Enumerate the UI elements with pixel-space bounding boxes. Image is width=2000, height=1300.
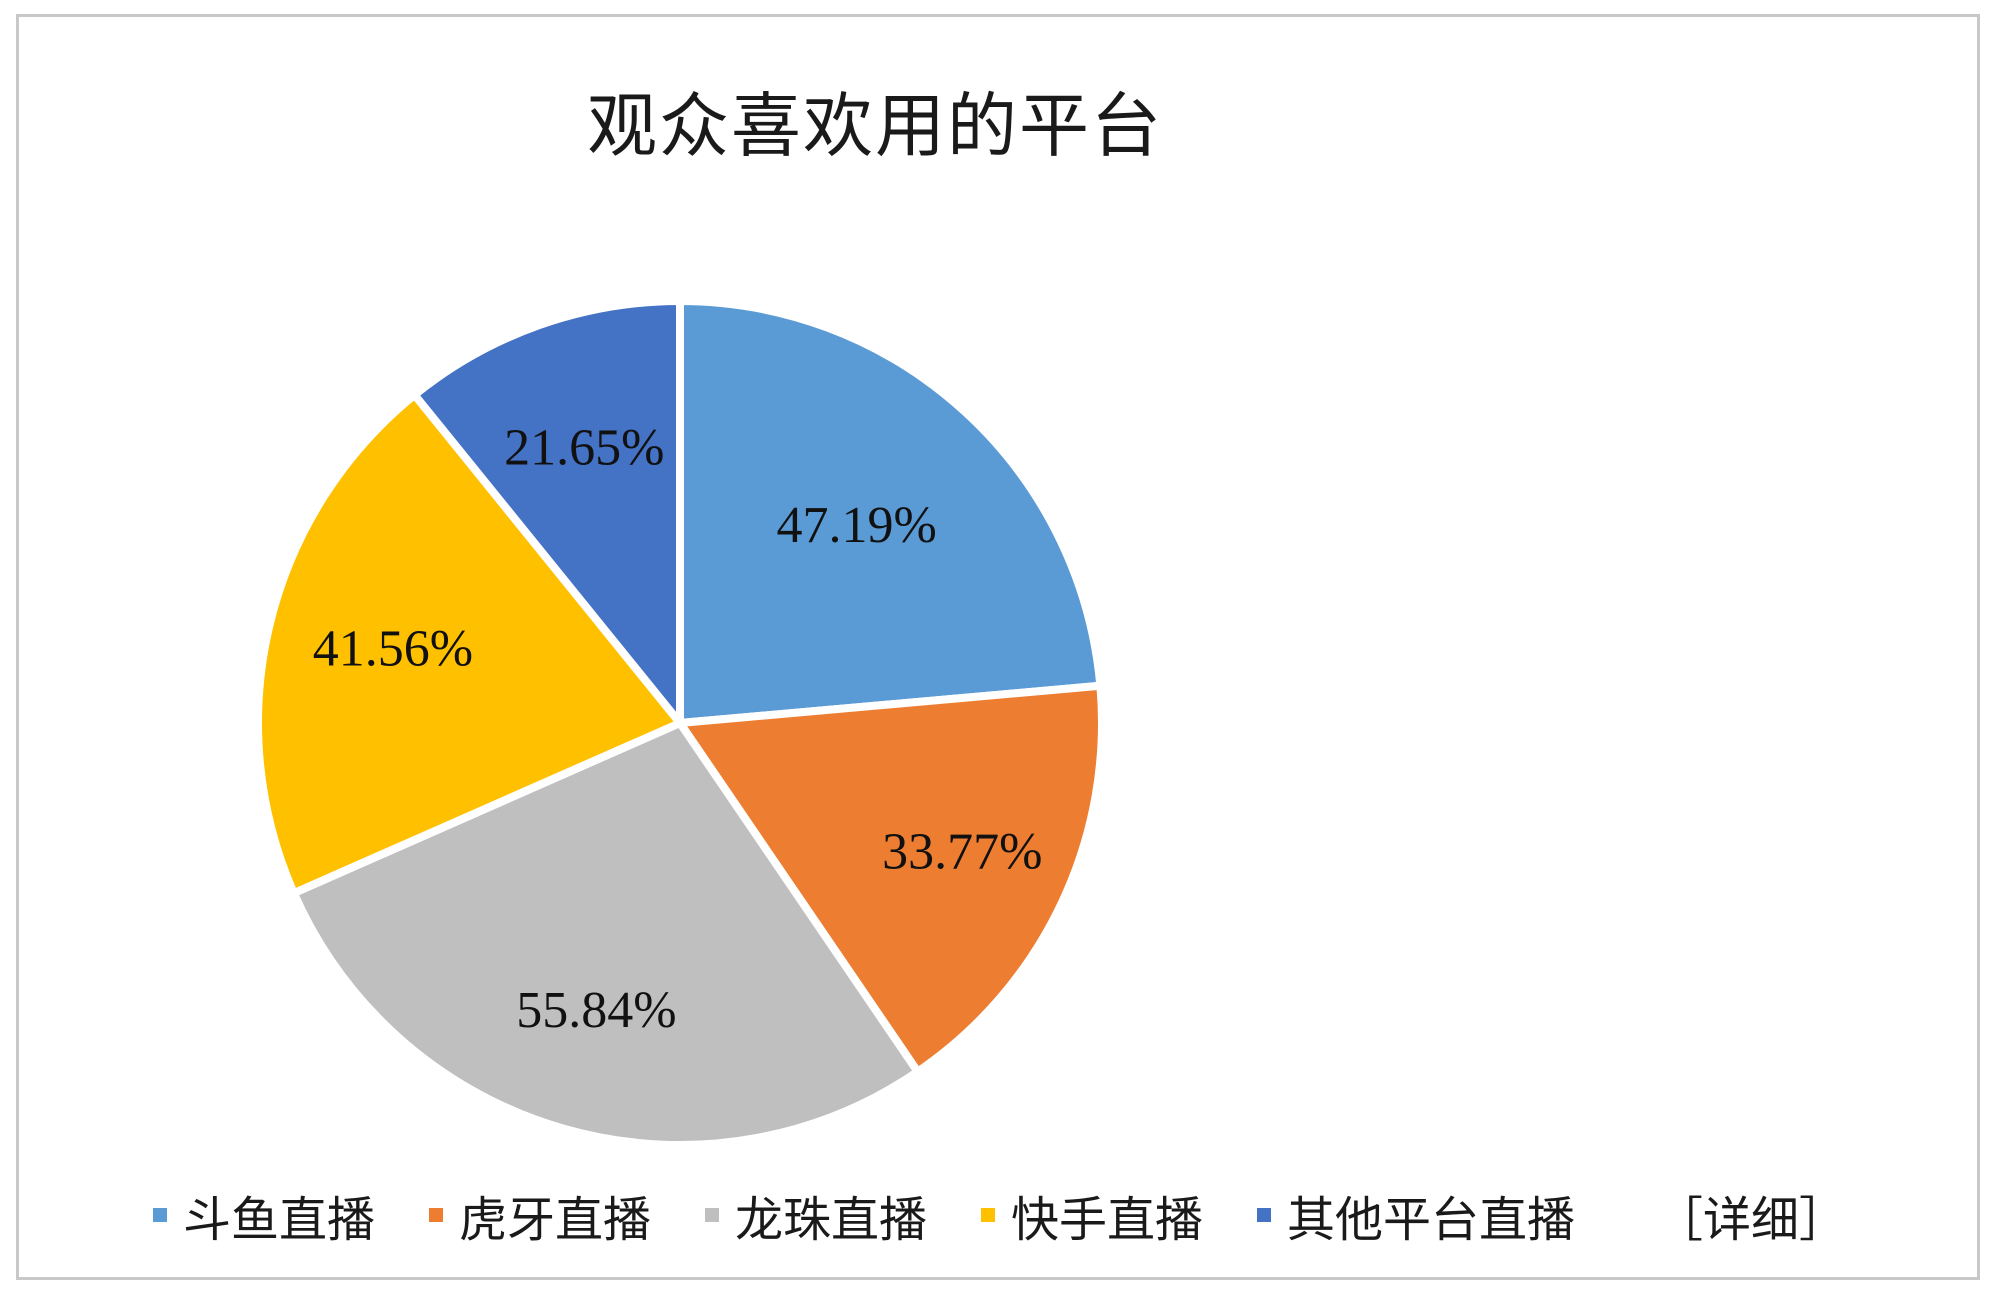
slice-other bbox=[410, 297, 684, 727]
slice-kuaishou bbox=[254, 390, 684, 898]
data-label: 33.77% bbox=[882, 824, 1042, 881]
legend-label: 快手直播 bbox=[1011, 1192, 1204, 1248]
legend-item-longzhu: 龙珠直播 bbox=[704, 1180, 927, 1250]
chart-legend: 斗鱼直播 虎牙直播 龙珠直播 快手直播 其他平台直播 ［详细］ bbox=[0, 1180, 2000, 1250]
legend-label: 斗鱼直播 bbox=[182, 1192, 375, 1248]
legend-swatch bbox=[428, 1208, 443, 1222]
legend-item-douyu: 斗鱼直播 bbox=[152, 1180, 375, 1250]
legend-swatch bbox=[1257, 1208, 1272, 1222]
legend-swatch bbox=[152, 1208, 167, 1222]
data-label: 55.84% bbox=[516, 982, 676, 1039]
legend-swatch bbox=[981, 1208, 995, 1222]
data-label: 47.19% bbox=[776, 497, 936, 554]
legend-swatch bbox=[704, 1208, 719, 1222]
pie-slices bbox=[254, 297, 1106, 1149]
data-label: 21.65% bbox=[504, 419, 664, 476]
legend-item-other: 其他平台直播 bbox=[1257, 1180, 1575, 1250]
legend-detail-link[interactable]: ［详细］ bbox=[1655, 1192, 1848, 1248]
legend-item-huya: 虎牙直播 bbox=[428, 1180, 651, 1250]
legend-label: 虎牙直播 bbox=[458, 1192, 651, 1248]
slice-huya bbox=[676, 681, 1106, 1076]
data-label: 41.56% bbox=[313, 620, 473, 677]
legend-label: 其他平台直播 bbox=[1287, 1192, 1576, 1248]
chart-title: 观众喜欢用的平台 bbox=[587, 85, 1163, 167]
pie-labels: 47.19% 33.77% 55.84% 41.56% 21.65% bbox=[313, 419, 1043, 1039]
slice-douyu bbox=[676, 297, 1105, 727]
legend-label: 龙珠直播 bbox=[734, 1192, 927, 1248]
legend-item-kuaishou: 快手直播 bbox=[981, 1180, 1203, 1250]
